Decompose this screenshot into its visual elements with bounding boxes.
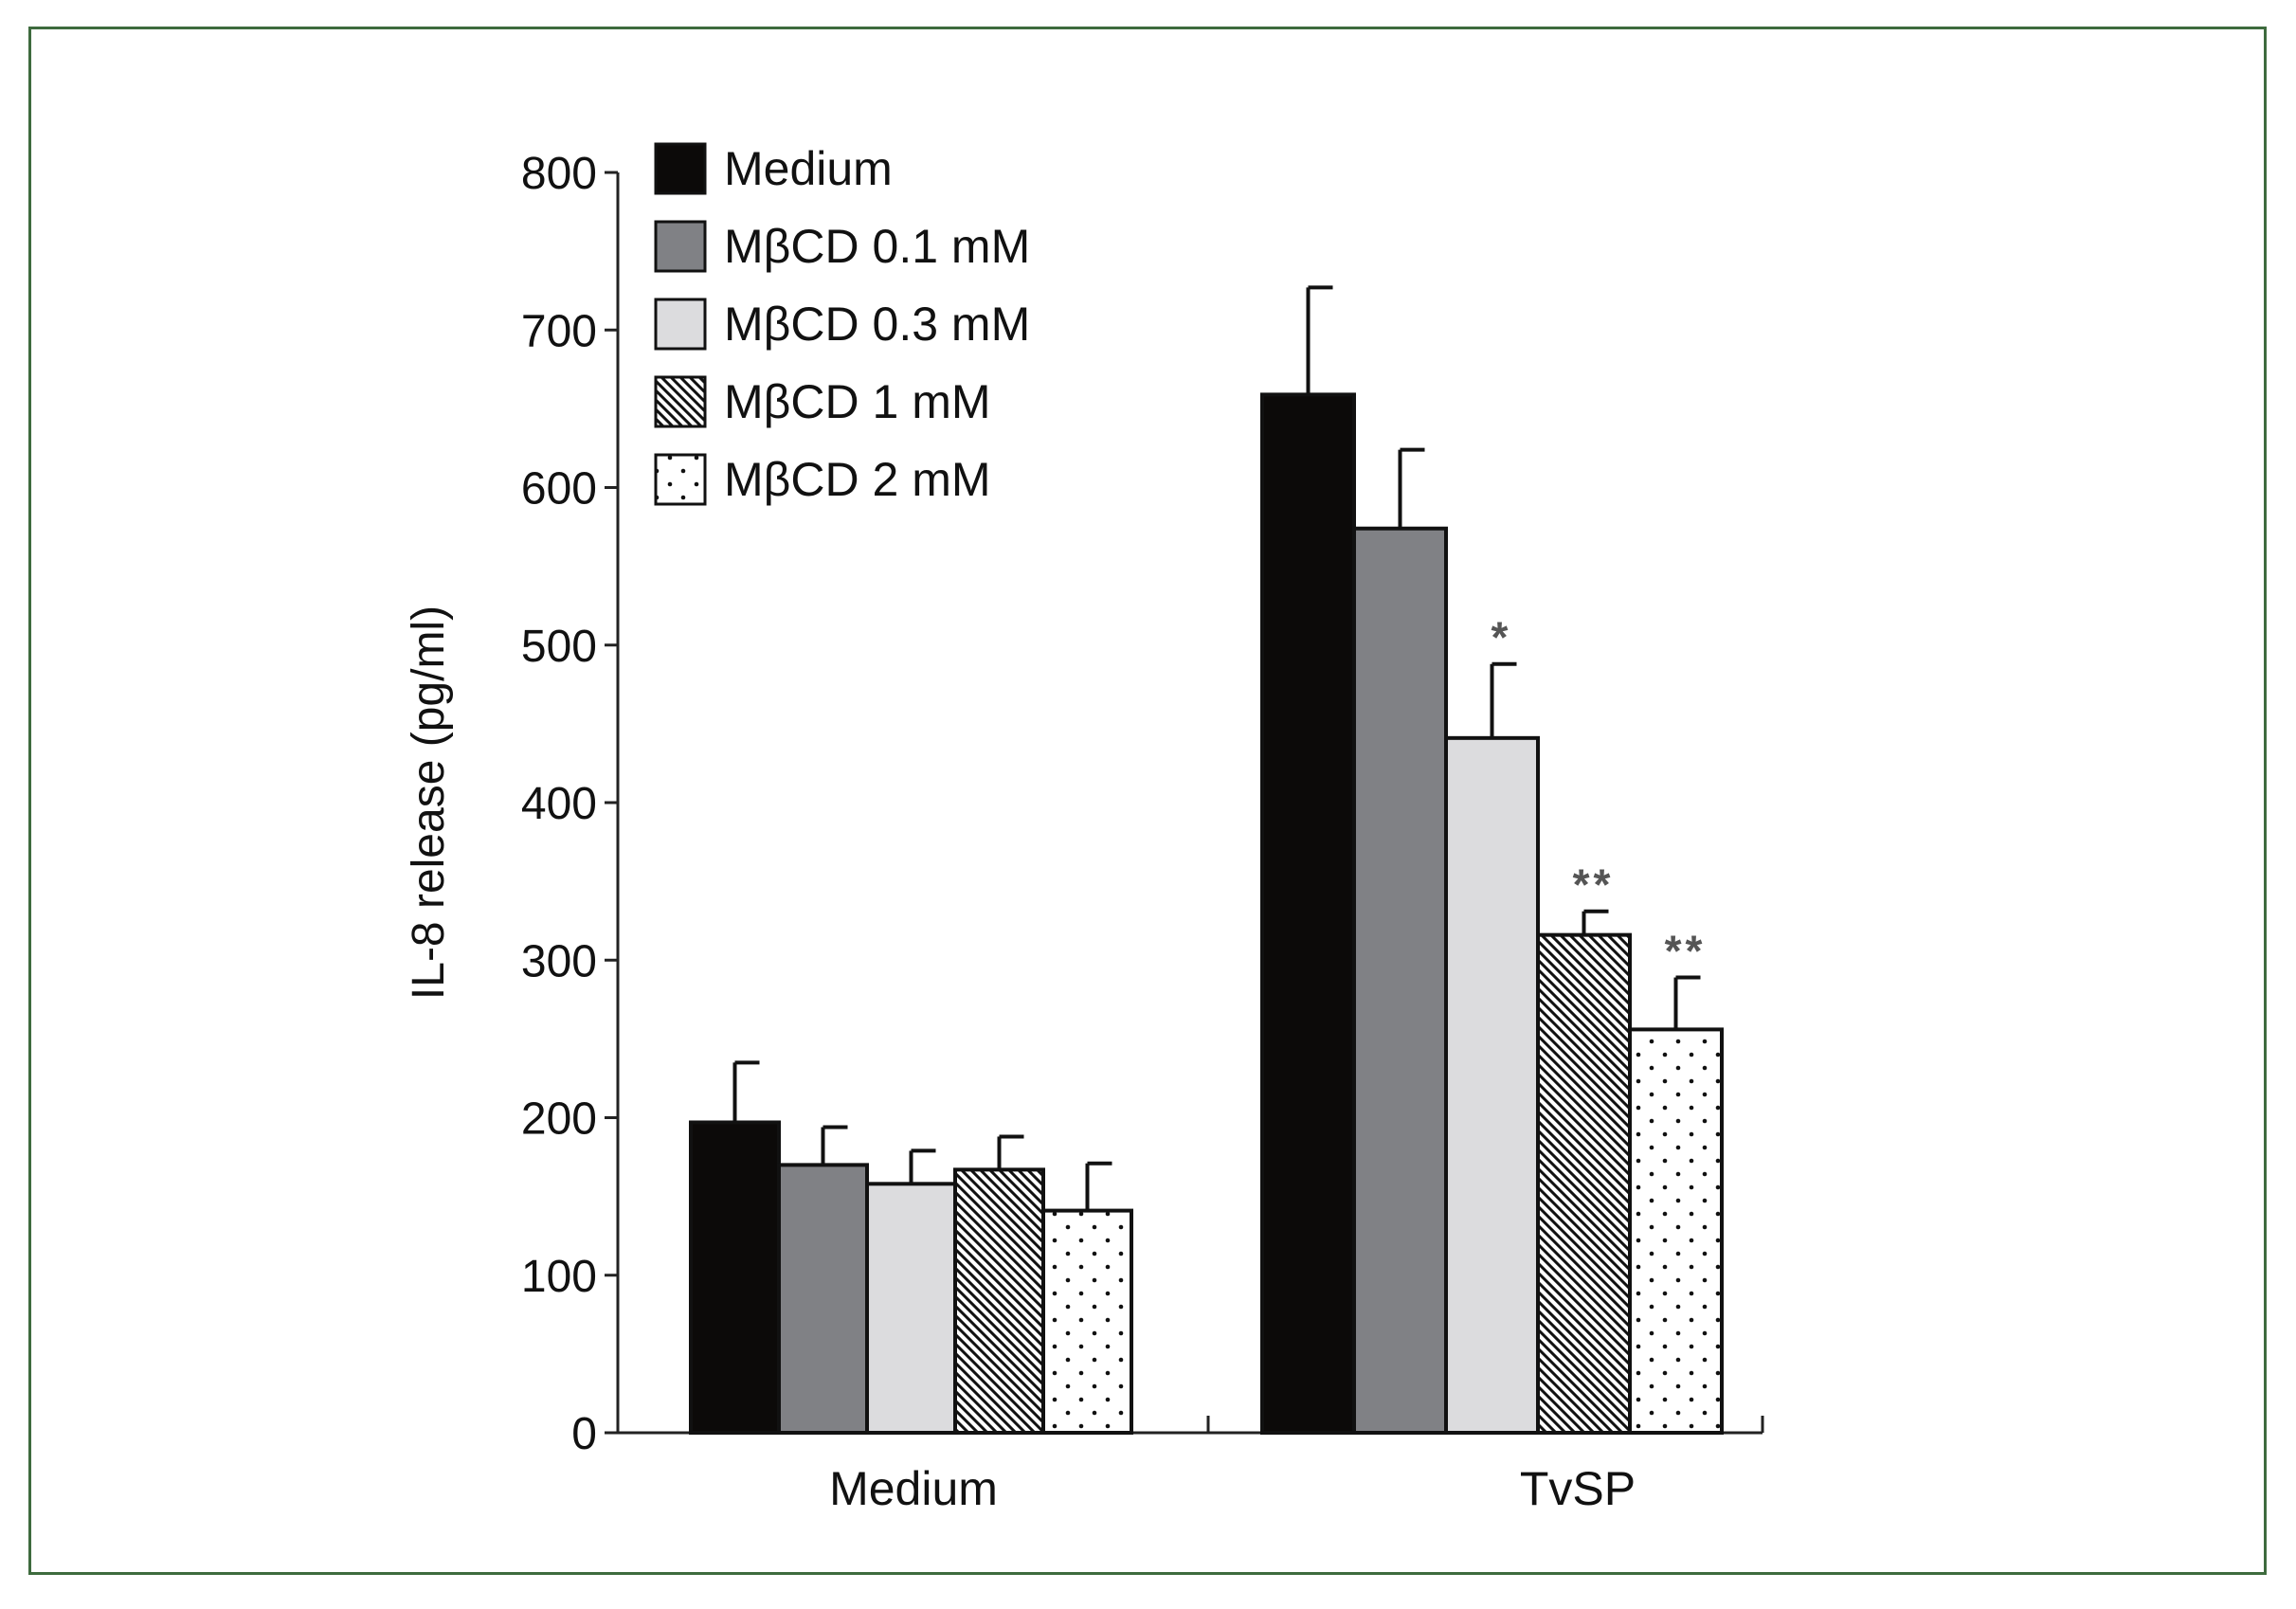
bar-medium-medium [689, 1120, 781, 1436]
legend-swatch-medium [654, 142, 707, 195]
bar-tvsp-c2 [1628, 1027, 1724, 1436]
y-tick-label-600: 600 [521, 464, 597, 515]
legend-label-c2: MβCD 2 mM [724, 453, 991, 506]
bar-tvsp-medium [1260, 392, 1356, 1436]
y-tick-label-400: 400 [521, 779, 597, 829]
figure-frame [28, 27, 2267, 1575]
bar-medium-c2 [1041, 1208, 1133, 1436]
significance-tvsp-c03: * [1491, 613, 1512, 662]
significance-tvsp-c2: ** [1665, 927, 1707, 976]
legend-label-c03: MβCD 0.3 mM [724, 298, 1030, 351]
bar-tvsp-c1 [1536, 932, 1632, 1435]
significance-tvsp-c1: ** [1573, 860, 1615, 910]
y-tick-label-0: 0 [571, 1409, 597, 1459]
bar-tvsp-c03 [1444, 735, 1540, 1435]
y-tick-label-800: 800 [521, 149, 597, 199]
x-category-label-medium: Medium [829, 1462, 998, 1515]
bar-medium-c01 [777, 1163, 869, 1435]
legend-swatch-c1 [654, 375, 707, 428]
legend-label-c01: MβCD 0.1 mM [724, 220, 1030, 273]
legend-label-medium: Medium [724, 142, 893, 195]
legend-swatch-c01 [654, 220, 707, 273]
legend-label-c1: MβCD 1 mM [724, 375, 991, 428]
y-tick-label-100: 100 [521, 1252, 597, 1302]
y-tick-label-500: 500 [521, 622, 597, 672]
legend-swatch-c2 [654, 453, 707, 506]
bar-medium-c03 [865, 1182, 957, 1435]
bar-medium-c1 [953, 1167, 1045, 1436]
y-tick-label-300: 300 [521, 936, 597, 986]
y-axis-title: IL-8 release (pg/ml) [404, 606, 454, 1000]
legend-swatch-c03 [654, 298, 707, 351]
bar-tvsp-c01 [1352, 526, 1448, 1435]
x-category-label-tvsp: TvSP [1520, 1462, 1636, 1515]
y-tick-label-200: 200 [521, 1094, 597, 1145]
y-tick-label-700: 700 [521, 306, 597, 356]
